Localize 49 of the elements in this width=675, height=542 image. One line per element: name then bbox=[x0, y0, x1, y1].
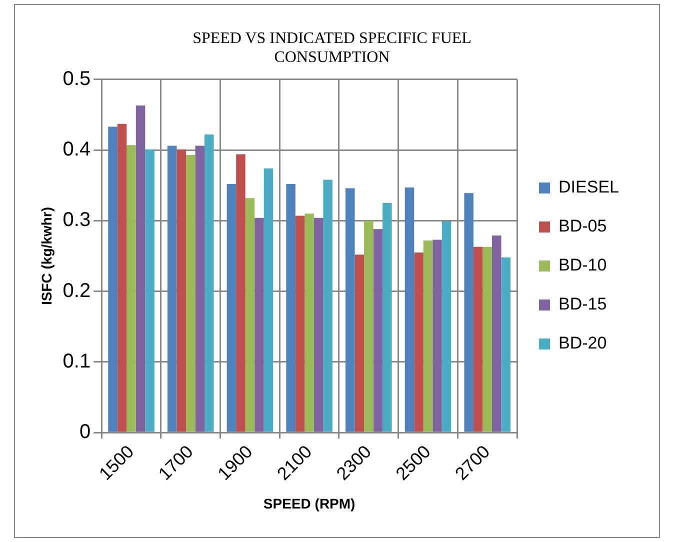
bar bbox=[195, 146, 205, 432]
bar bbox=[304, 214, 314, 432]
bar bbox=[492, 236, 502, 432]
y-tick-label: 0.2 bbox=[62, 280, 91, 302]
bar bbox=[482, 246, 492, 432]
y-tick-label: 0.5 bbox=[62, 68, 91, 90]
bar bbox=[145, 149, 154, 432]
bar bbox=[254, 218, 264, 432]
y-tick-label: 0.3 bbox=[62, 209, 91, 232]
bar bbox=[373, 229, 383, 432]
bar bbox=[314, 218, 324, 432]
bar bbox=[286, 184, 296, 432]
bar bbox=[108, 126, 118, 432]
legend-label: BD-10 bbox=[558, 256, 607, 275]
chart-title: SPEED VS INDICATED SPECIFIC FUEL CONSUMPTION bbox=[192, 30, 472, 66]
bar bbox=[167, 146, 177, 432]
bar bbox=[432, 240, 442, 432]
bar bbox=[126, 145, 136, 432]
bar bbox=[382, 203, 392, 432]
bar bbox=[414, 252, 424, 432]
x-axis-title: SPEED (RPM) bbox=[263, 495, 356, 512]
bar bbox=[501, 257, 510, 432]
y-axis-title: ISFC (kg/kwhr) bbox=[38, 207, 54, 306]
bar bbox=[473, 246, 483, 432]
bar bbox=[204, 134, 214, 432]
bar bbox=[346, 188, 355, 432]
bar bbox=[295, 216, 305, 432]
bar bbox=[245, 198, 255, 432]
bar bbox=[364, 220, 374, 432]
bar bbox=[464, 193, 474, 432]
y-tick-label: 0.4 bbox=[62, 138, 91, 161]
bar bbox=[423, 240, 433, 432]
bar bbox=[404, 187, 414, 432]
legend-label: BD-20 bbox=[558, 334, 607, 353]
legend-label: DIESEL bbox=[558, 178, 620, 197]
bar bbox=[176, 149, 186, 432]
y-tick-label: 0.1 bbox=[62, 350, 91, 372]
legend-label: BD-15 bbox=[558, 294, 607, 314]
bar bbox=[442, 221, 452, 432]
bar bbox=[264, 168, 274, 432]
bar bbox=[323, 180, 332, 432]
bar bbox=[226, 184, 236, 432]
bar bbox=[236, 154, 246, 432]
bar bbox=[117, 124, 127, 432]
legend-label: BD-05 bbox=[558, 216, 607, 236]
y-tick-label: 0 bbox=[79, 421, 91, 444]
bar bbox=[354, 254, 364, 432]
bar bbox=[136, 106, 146, 432]
bar bbox=[186, 154, 196, 432]
